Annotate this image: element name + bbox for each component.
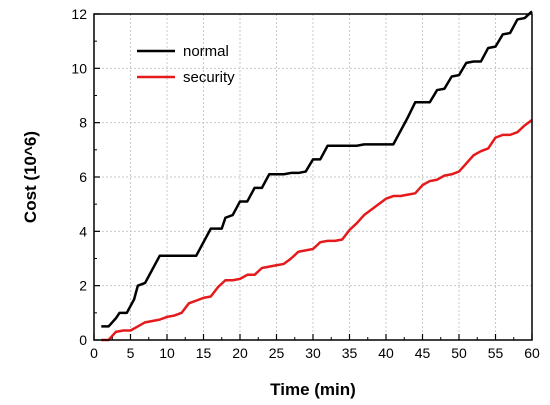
series-lines <box>101 10 533 342</box>
x-tick-label: 20 <box>232 345 248 361</box>
legend-label-normal: normal <box>183 43 229 60</box>
x-axis-title: Time (min) <box>270 380 356 399</box>
axis-ticks <box>93 13 533 341</box>
x-tick-label: 35 <box>342 345 358 361</box>
y-tick-label: 6 <box>79 169 87 185</box>
y-tick-label: 4 <box>79 223 87 239</box>
x-tick-label: 40 <box>378 345 394 361</box>
y-tick-label: 8 <box>79 115 87 131</box>
y-axis-title: Cost (10^6) <box>21 131 40 223</box>
series-line-security <box>101 118 533 342</box>
x-tick-label: 30 <box>305 345 321 361</box>
grid-lines <box>94 14 532 340</box>
x-tick-label: 10 <box>159 345 175 361</box>
legend: normal security <box>137 43 235 86</box>
legend-label-security: security <box>183 69 235 86</box>
tick-labels: 0 5 10 15 20 25 30 35 40 45 50 55 60 0 2 4 6 8 10 12 <box>71 6 540 361</box>
x-tick-label: 15 <box>196 345 212 361</box>
x-tick-label: 0 <box>90 345 98 361</box>
x-tick-label: 55 <box>488 345 504 361</box>
series-line-normal <box>101 10 533 328</box>
x-tick-label: 5 <box>127 345 135 361</box>
y-tick-label: 2 <box>79 278 87 294</box>
y-tick-label: 0 <box>79 332 87 348</box>
x-tick-label: 60 <box>524 345 540 361</box>
x-tick-label: 25 <box>269 345 285 361</box>
x-tick-label: 45 <box>415 345 431 361</box>
y-tick-label: 12 <box>71 6 87 22</box>
x-tick-label: 50 <box>451 345 467 361</box>
y-tick-label: 10 <box>71 60 87 76</box>
